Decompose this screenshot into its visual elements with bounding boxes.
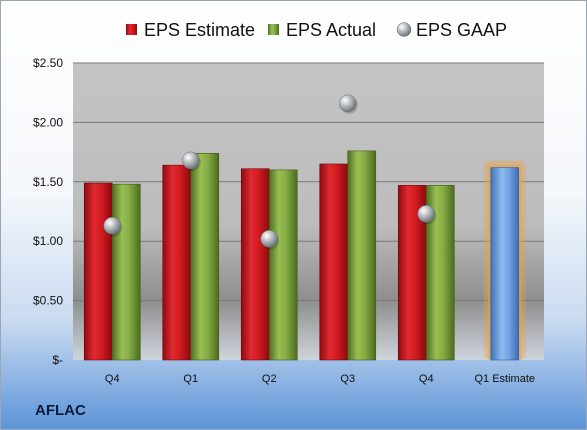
bar-eps-estimate — [162, 164, 192, 361]
legend-label: EPS Estimate — [144, 20, 255, 40]
plot-area — [73, 63, 544, 360]
y-tick-label: $- — [52, 353, 63, 367]
legend-swatch — [396, 22, 412, 37]
x-tick-label: Q1 — [183, 373, 198, 385]
bar-eps-actual — [268, 169, 298, 361]
legend-swatch — [268, 24, 279, 35]
gaap-marker — [417, 205, 435, 223]
legend-label: EPS GAAP — [416, 20, 507, 40]
legend: EPS Estimate EPS Actual EPS GAAP — [126, 20, 507, 40]
y-tick-label: $1.50 — [33, 175, 63, 189]
bar-eps-estimate — [319, 163, 349, 361]
company-name: AFLAC — [35, 402, 86, 419]
x-tick-label: Q4 — [419, 373, 434, 385]
gaap-marker — [182, 151, 200, 170]
x-tick-label: Q4 — [105, 373, 120, 385]
gridlines — [73, 62, 544, 302]
legend-swatch — [126, 24, 137, 35]
gaap-markers — [103, 94, 437, 250]
bar-eps-actual — [347, 150, 377, 361]
x-tick-label: Q1 Estimate — [474, 373, 535, 385]
bar-eps-actual — [190, 152, 220, 361]
gaap-marker — [260, 230, 278, 248]
bars — [83, 150, 526, 361]
legend-label: EPS Actual — [286, 20, 376, 40]
gaap-marker — [103, 217, 121, 235]
y-tick-label: $2.50 — [33, 56, 63, 70]
y-tick-label: $1.00 — [33, 234, 63, 248]
x-axis: Q4 Q1 Q2 Q3 Q4 Q1 Estimate — [105, 373, 535, 385]
bar-eps-estimate — [83, 182, 113, 361]
gaap-marker — [339, 94, 357, 113]
bar-q1-estimate — [490, 167, 520, 361]
y-axis: $- $0.50 $1.00 $1.50 $2.00 $2.50 — [33, 56, 63, 367]
bar-eps-estimate — [240, 168, 270, 361]
bar-eps-actual — [111, 183, 141, 361]
x-tick-label: Q2 — [262, 373, 277, 385]
y-tick-label: $2.00 — [33, 115, 63, 129]
y-tick-label: $0.50 — [33, 294, 63, 308]
x-tick-label: Q3 — [340, 373, 355, 385]
